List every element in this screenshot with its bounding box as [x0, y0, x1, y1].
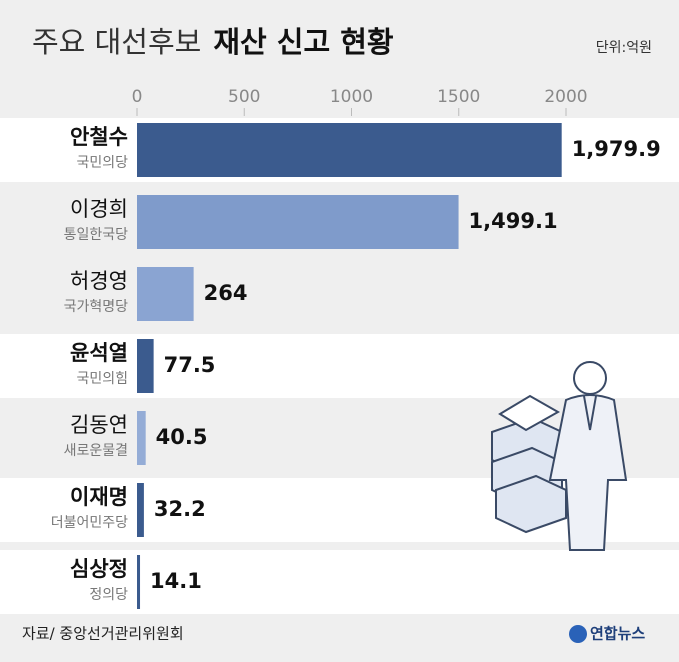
chart-title: 주요 대선후보 — [32, 25, 201, 59]
category-label: 윤석열 — [70, 341, 128, 365]
x-tick-label: 1000 — [330, 87, 373, 107]
source: 자료/ 중앙선거관리위원회 — [22, 625, 184, 643]
bar — [137, 555, 141, 609]
category-label: 김동연 — [70, 413, 128, 437]
value-label: 14.1 — [150, 569, 202, 593]
category-label: 이재명 — [70, 485, 128, 509]
row-band — [0, 550, 679, 614]
x-tick-label: 2000 — [544, 87, 587, 107]
party-label: 국민의당 — [76, 155, 128, 171]
bar — [137, 411, 146, 465]
value-label: 32.2 — [154, 497, 206, 521]
bar — [137, 195, 459, 249]
party-label: 새로운물결 — [64, 443, 128, 459]
category-label: 허경영 — [70, 269, 128, 293]
x-tick-label: 0 — [132, 87, 143, 107]
bar — [137, 339, 154, 393]
party-label: 더불어민주당 — [51, 515, 128, 531]
party-label: 정의당 — [89, 587, 128, 603]
category-label: 이경희 — [70, 197, 128, 221]
value-label: 1,979.9 — [572, 137, 661, 161]
party-label: 국가혁명당 — [64, 299, 129, 315]
bar — [137, 267, 194, 321]
value-label: 40.5 — [156, 425, 208, 449]
x-tick-label: 500 — [228, 87, 260, 107]
logo-mark — [569, 625, 587, 643]
illustration — [491, 361, 628, 551]
bar — [137, 483, 144, 537]
party-label: 통일한국당 — [64, 227, 129, 243]
chart-title-emphasis: 재산 신고 현황 — [213, 25, 394, 59]
bar — [137, 123, 562, 177]
category-label: 심상정 — [70, 557, 128, 581]
party-label: 국민의힘 — [76, 371, 128, 387]
x-tick-label: 1500 — [437, 87, 480, 107]
value-label: 1,499.1 — [469, 209, 558, 233]
value-label: 77.5 — [164, 353, 216, 377]
credit: 연합뉴스 — [590, 625, 645, 643]
unit: 단위:억원 — [596, 40, 652, 56]
category-label: 안철수 — [70, 125, 128, 149]
value-label: 264 — [204, 281, 248, 305]
row-band — [0, 334, 679, 398]
